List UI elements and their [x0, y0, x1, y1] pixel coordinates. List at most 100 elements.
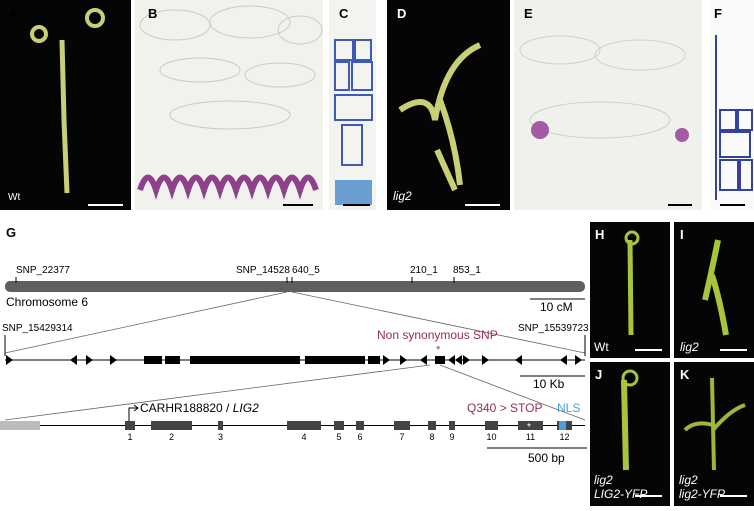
gene-arrow [383, 355, 390, 365]
tss-arrow [128, 407, 137, 421]
exon [428, 421, 436, 430]
mutation: Q340 > STOP [467, 401, 543, 415]
silique [702, 239, 729, 336]
gene-arrow [70, 355, 77, 365]
panel-label: lig2 [679, 473, 698, 487]
snp-star: * [436, 344, 441, 356]
gene-block [190, 356, 300, 364]
scale-label: 500 bp [528, 451, 565, 465]
separator: / [223, 401, 233, 415]
exon-number: 8 [429, 432, 434, 442]
exon-number: 3 [218, 432, 223, 442]
gene-arrow [482, 355, 489, 365]
exon [334, 421, 344, 430]
exon-number: 7 [399, 432, 404, 442]
tss-arrow [133, 404, 139, 412]
gene-id: CARHR188820 [140, 401, 223, 415]
gene-arrow [6, 355, 13, 365]
exon-number: 1 [127, 432, 132, 442]
stain [335, 180, 372, 205]
chromosome-bar [5, 281, 585, 292]
panel-label: lig2-YFP [679, 487, 725, 501]
panel-letter: C [339, 6, 349, 21]
snp-note: Non synonymous SNP [377, 328, 498, 342]
exons: 1 2 3 4 5 6 7 8 9 10 11 12 [125, 421, 572, 442]
cells [139, 5, 323, 130]
gene-arrow [110, 355, 117, 365]
panel-label: Wt [8, 192, 20, 203]
silique [398, 42, 482, 192]
gene-arrow [515, 355, 522, 365]
marker: 640_5 [292, 265, 320, 276]
nls-region [559, 421, 566, 430]
silique-curl [85, 8, 105, 28]
silique [59, 39, 70, 194]
gene-name: CARHR188820 / LIG2 [140, 401, 259, 415]
nls: NLS [557, 401, 580, 415]
exon-number: 9 [449, 432, 454, 442]
chromosome-name: Chromosome 6 [6, 295, 88, 309]
gene-arrow [448, 355, 455, 365]
silique [627, 239, 634, 336]
photo-f [710, 0, 754, 210]
marker: SNP_14528 [236, 265, 290, 276]
labels: A Wt B C D lig2 E F G SNP_22377 SNP_1452… [2, 6, 725, 501]
silique-curl [624, 230, 640, 246]
zoom-line [4, 291, 288, 354]
gene-arrow [420, 355, 427, 365]
exon [218, 421, 223, 430]
photo-c [329, 0, 376, 210]
gene-block [368, 356, 380, 364]
cells [519, 35, 686, 139]
photo-e [514, 0, 702, 210]
silique-curl [30, 25, 48, 43]
panel-letter: G [6, 225, 16, 240]
panel-label: Wt [594, 340, 609, 354]
exon-number: 2 [169, 432, 174, 442]
silique [621, 379, 629, 471]
utr [0, 421, 40, 430]
lignin-spot [675, 128, 689, 142]
scale-label: 10 cM [540, 300, 573, 314]
exon [485, 421, 498, 430]
exon [125, 421, 135, 430]
panel-letter: A [8, 6, 18, 21]
marker: SNP_15539723 [518, 323, 589, 334]
panel-letter: F [714, 6, 722, 21]
exon [394, 421, 410, 430]
panel-label: lig2 [594, 473, 613, 487]
silique [683, 377, 746, 471]
zoom-line [291, 291, 586, 354]
zoom-line [439, 364, 586, 421]
exon-number: 6 [357, 432, 362, 442]
exon-number: 12 [559, 432, 569, 442]
panel-letter: K [680, 367, 690, 382]
exon-number: 11 [526, 432, 535, 442]
gene-block [435, 356, 445, 364]
exon [449, 421, 455, 430]
exon [356, 421, 364, 430]
lignified-layer [137, 174, 319, 200]
mutation-star: * [527, 422, 531, 433]
cells [334, 39, 373, 166]
lignin-spot [531, 121, 549, 139]
marker: 210_1 [410, 265, 438, 276]
silique-curl [621, 369, 639, 387]
marker: SNP_15429314 [2, 323, 73, 334]
gene-arrow [463, 355, 470, 365]
panel-letter: H [595, 227, 604, 242]
gene-arrow [575, 355, 582, 365]
exon [151, 421, 192, 430]
panel-letter: J [595, 367, 602, 382]
scale-label: 10 Kb [533, 377, 565, 391]
panel-letter: E [524, 6, 533, 21]
panel-label: lig2 [393, 189, 412, 203]
panel-label: LIG2-YFP [594, 487, 647, 501]
panel-letter: B [148, 6, 157, 21]
marker: SNP_22377 [16, 265, 70, 276]
cells [715, 35, 753, 200]
genes [6, 355, 582, 365]
gene-block [165, 356, 180, 364]
exon [287, 421, 321, 430]
